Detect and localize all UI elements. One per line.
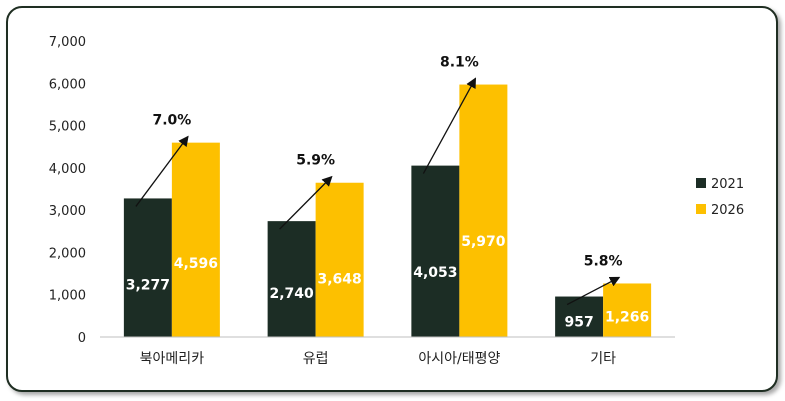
y-tick-label: 5,000: [49, 120, 86, 135]
x-category-label: 기타: [590, 351, 616, 367]
y-tick-label: 0: [78, 331, 86, 346]
bar-value-label: 957: [565, 315, 594, 331]
bar-2021: [267, 221, 316, 337]
legend: 2021 2026: [696, 177, 744, 218]
growth-label: 7.0%: [152, 113, 191, 129]
x-category-label: 북아메리카: [140, 351, 205, 367]
bar-2021: [123, 198, 172, 337]
growth-arrow: [279, 175, 333, 230]
bar-value-label: 4,596: [174, 256, 218, 272]
bar-2021: [555, 296, 604, 337]
bar-value-label: 3,648: [317, 271, 361, 287]
y-axis: 0 1,000 2,000 3,000 4,000 5,000 6,000 7,000: [49, 35, 86, 346]
bar-value-label: 5,970: [461, 234, 506, 250]
growth-arrow: [566, 276, 621, 306]
bar-2026: [459, 84, 508, 337]
bar-value-label: 2,740: [269, 286, 314, 302]
legend-swatch-2026: [696, 204, 706, 214]
y-tick-label: 4,000: [49, 162, 86, 177]
y-tick-label: 7,000: [49, 35, 86, 50]
x-category-label: 아시아/태평양: [418, 351, 500, 367]
legend-label: 2021: [711, 177, 744, 192]
growth-arrow: [422, 77, 476, 174]
y-tick-label: 2,000: [49, 246, 86, 261]
x-axis: 북아메리카 유럽 아시아/태평양 기타: [100, 336, 675, 367]
bar-2026: [171, 142, 220, 337]
x-category-label: 유럽: [303, 351, 329, 367]
growth-label: 5.9%: [296, 153, 335, 169]
y-tick-label: 6,000: [49, 77, 86, 92]
bar-2026: [603, 283, 652, 337]
growth-arrow: [135, 135, 189, 207]
bar-2021: [411, 165, 460, 337]
bar-value-label: 1,266: [605, 310, 649, 326]
legend-label: 2026: [711, 203, 744, 218]
bar-2026: [315, 182, 364, 337]
legend-swatch-2021: [696, 178, 706, 188]
y-tick-label: 1,000: [49, 289, 86, 304]
y-tick-label: 3,000: [49, 204, 86, 219]
growth-label: 5.8%: [584, 253, 623, 269]
bar-value-label: 4,053: [413, 265, 457, 281]
bar-value-label: 3,277: [126, 277, 170, 293]
growth-label: 8.1%: [440, 55, 479, 71]
